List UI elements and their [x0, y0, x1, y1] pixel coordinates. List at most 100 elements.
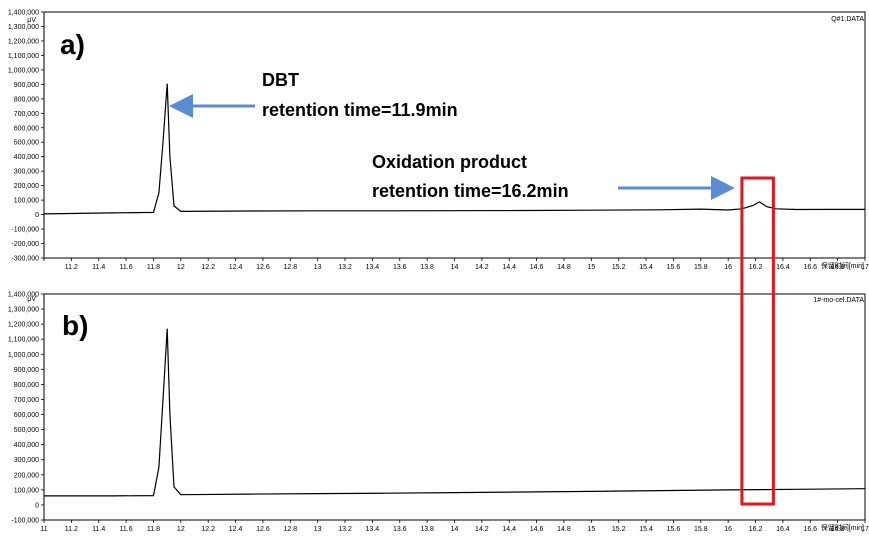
panel-a-x-tick-label: 14.8 — [557, 264, 571, 271]
panel-b-y-tick-label: 500,000 — [14, 427, 39, 434]
panel-b-y-tick-label: 0 — [35, 502, 39, 509]
panel-b-y-tick-label: 1,300,000 — [8, 307, 39, 314]
panel-b-y-tick-label: -100,000 — [11, 518, 39, 525]
panel-a-y-tick-label: 1,000,000 — [8, 67, 39, 74]
panel-a-y-tick-label: 500,000 — [14, 140, 39, 147]
panel-b-y-tick-label: 400,000 — [14, 442, 39, 449]
panel-a-x-tick-label: 11.8 — [147, 264, 160, 271]
panel-b-x-tick-label: 11 — [40, 526, 47, 533]
panel-b-x-tick-label: 12.2 — [201, 526, 215, 533]
panel-a-x-tick-label: 12.2 — [201, 264, 215, 271]
panel-a-x-tick-label: 12.8 — [283, 264, 297, 271]
oxidation-annotation-title: Oxidation product — [372, 152, 527, 172]
panel-b-x-tick-label: 12 — [177, 526, 185, 533]
panel-b-y-tick-label: 1,100,000 — [8, 337, 39, 344]
panel-b-file-label: 1#-mo-cel.DATA — [813, 297, 864, 304]
panel-b-x-tick-label: 15.8 — [694, 526, 708, 533]
panel-b-x-tick-label: 12.4 — [229, 526, 243, 533]
panel-a-y-tick-label: 0 — [35, 212, 39, 219]
panel-a-x-tick-label: 13.6 — [393, 264, 407, 271]
panel-a-x-tick-label: 12.4 — [229, 264, 243, 271]
panel-b-x-tick-label: 12.6 — [256, 526, 270, 533]
panel-b-y-tick-label: 300,000 — [14, 457, 39, 464]
panel-b-x-tick-label: 12.8 — [283, 526, 297, 533]
oxidation-product-highlight-box — [740, 176, 775, 506]
panel-a-y-tick-label: 400,000 — [14, 154, 39, 161]
panel-b-x-tick-label: 17 — [861, 526, 869, 533]
panel-a-x-tick-label: 16 — [724, 264, 732, 271]
panel-b-x-tick-label: 13.8 — [420, 526, 434, 533]
panel-b-x-tick-label: 14.4 — [502, 526, 516, 533]
panel-b-x-tick-label: 14 — [451, 526, 459, 533]
panel-a-x-tick-label: 15.8 — [694, 264, 708, 271]
panel-a-label: a) — [60, 29, 85, 60]
panel-b-x-tick-label: 13.4 — [366, 526, 380, 533]
panel-a-x-tick-label: 13.4 — [366, 264, 380, 271]
panel-a-y-tick-label: -200,000 — [11, 241, 39, 248]
panel-b-x-tick-label: 15.2 — [612, 526, 626, 533]
panel-b-y-tick-label: 600,000 — [14, 412, 39, 419]
panel-b-x-tick-label: 16 — [724, 526, 732, 533]
panel-b-x-tick-label: 16.8 — [831, 526, 845, 533]
panel-a-file-label: Q#1.DATA — [831, 16, 864, 23]
panel-b-x-tick-label: 15.4 — [639, 526, 653, 533]
panel-a-x-axis: 11.2 11.4 11.6 11.8 12 12.2 12.4 12.6 12.8 13 13.2… — [43, 258, 869, 271]
panel-a-x-tick-label: 11.4 — [92, 264, 105, 271]
panel-b-x-tick-label: 15.6 — [667, 526, 681, 533]
panel-b-x-tick-label: 13 — [314, 526, 322, 533]
panel-a-x-tick-label: 16.6 — [803, 264, 817, 271]
panel-a-x-tick-label: 16.4 — [776, 264, 790, 271]
panel-b-x-tick-label: 14.2 — [475, 526, 489, 533]
panel-a-x-tick-label: 14.6 — [530, 264, 544, 271]
panel-b-x-tick-label: 16.2 — [749, 526, 763, 533]
panel-a-y-tick-label: 1,300,000 — [8, 24, 39, 31]
panel-b-x-tick-label: 15 — [587, 526, 595, 533]
panel-a-y-tick-label: 900,000 — [14, 82, 39, 89]
dbt-annotation-retention: retention time=11.9min — [262, 100, 458, 120]
panel-a-x-tick-label: 15.6 — [667, 264, 681, 271]
panel-a-y-tick-label: 1,200,000 — [8, 38, 39, 45]
panel-a-x-tick-label: 16.2 — [749, 264, 763, 271]
panel-a-x-tick-label: 15.4 — [639, 264, 653, 271]
panel-a-x-tick-label: 13.2 — [338, 264, 352, 271]
panel-b-y-tick-label: 100,000 — [14, 487, 39, 494]
panel-b-y-tick-label: 1,000,000 — [8, 352, 39, 359]
panel-a-x-tick-label: 17 — [861, 264, 869, 271]
panel-a-y-tick-label: 300,000 — [14, 169, 39, 176]
panel-b-x-tick-label: 16.6 — [803, 526, 817, 533]
panel-a-y-unit: μV — [27, 17, 36, 24]
panel-a-x-tick-label: 14.2 — [475, 264, 489, 271]
panel-b-y-tick-label: 1,400,000 — [8, 292, 39, 299]
panel-b-y-unit: μV — [27, 296, 36, 303]
panel-a-plot-frame — [43, 11, 866, 259]
panel-b-x-tick-label: 14.8 — [557, 526, 571, 533]
panel-b-x-tick-label: 16.4 — [776, 526, 790, 533]
panel-b-x-unit: 保留时间[min] — [821, 523, 864, 532]
panel-b-trace — [44, 328, 866, 497]
panel-b-x-tick-label: 11.6 — [120, 526, 133, 533]
panel-a-x-tick-label: 14 — [451, 264, 459, 271]
dbt-annotation-title: DBT — [262, 70, 299, 90]
panel-b-label: b) — [62, 310, 88, 341]
panel-a-x-unit: 保留时间[min] — [821, 261, 864, 270]
panel-b-y-tick-label: 900,000 — [14, 367, 39, 374]
panel-a-y-tick-label: -300,000 — [11, 256, 39, 263]
panel-b-x-tick-label: 11.2 — [65, 526, 78, 533]
panel-b-x-tick-label: 11.8 — [147, 526, 160, 533]
panel-a-y-axis: -300,000 -200,000 -100,000 0 100,000 200,000 3… — [8, 10, 44, 263]
panel-a-y-tick-label: 100,000 — [14, 198, 39, 205]
panel-b-plot-frame — [43, 293, 866, 521]
panel-a-y-tick-label: -100,000 — [11, 227, 39, 234]
panel-a: -300,000 -200,000 -100,000 0 100,000 200,000 3… — [8, 10, 869, 272]
panel-a-x-tick-label: 16.8 — [831, 264, 845, 271]
panel-b-x-tick-label: 11.4 — [92, 526, 105, 533]
panel-a-x-tick-label: 15.2 — [612, 264, 626, 271]
panel-a-y-tick-label: 600,000 — [14, 125, 39, 132]
panel-a-x-tick-label: 13 — [314, 264, 322, 271]
panel-a-x-tick-label: 15 — [587, 264, 595, 271]
panel-b-y-tick-label: 1,200,000 — [8, 322, 39, 329]
panel-a-y-tick-label: 1,400,000 — [8, 10, 39, 17]
panel-b-x-axis: 11 11.2 11.4 11.6 11.8 12 12.2 12.4 12.6 12.8 13 13… — [40, 520, 869, 533]
panel-a-x-tick-label: 12.6 — [256, 264, 270, 271]
panel-a-trace — [43, 83, 865, 215]
